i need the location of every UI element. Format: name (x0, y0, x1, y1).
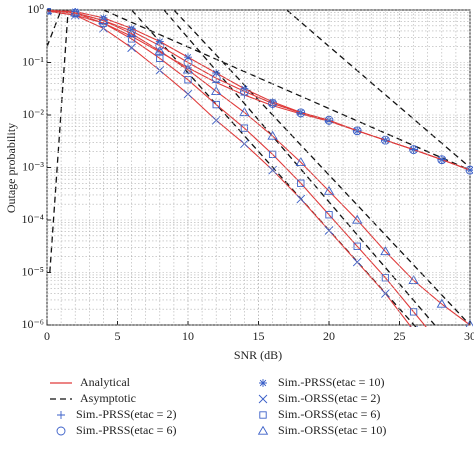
marker (409, 308, 418, 316)
legend-label: Sim.-PRSS(etac = 6) (76, 423, 176, 437)
analytical-line (47, 9, 427, 327)
legend-label: Sim.-ORSS(etac = 10) (278, 423, 386, 437)
marker (257, 425, 269, 435)
marker (436, 298, 447, 308)
marker (156, 54, 164, 62)
marker (98, 15, 109, 25)
marker (57, 411, 65, 419)
marker (466, 166, 473, 175)
marker (56, 426, 66, 436)
x-tick-label: 10 (182, 329, 194, 343)
marker (212, 100, 220, 109)
legend-label: Analytical (80, 375, 131, 389)
marker (409, 145, 418, 154)
marker (381, 274, 390, 282)
asymptote-line (47, 9, 62, 47)
marker (154, 45, 165, 55)
legend-label: Asymptotic (80, 391, 136, 405)
legend-label: Sim.-ORSS(etac = 2) (278, 391, 380, 405)
marker (439, 343, 445, 349)
marker (184, 76, 192, 84)
marker (324, 226, 334, 235)
marker (380, 246, 391, 256)
marker (409, 325, 418, 327)
marker (297, 179, 305, 187)
marker (126, 28, 137, 38)
x-tick-label: 20 (323, 329, 335, 343)
legend-label: Sim.-PRSS(etac = 10) (278, 375, 384, 389)
asymptote-line (49, 9, 69, 273)
marker (240, 124, 249, 132)
marker (99, 19, 108, 27)
marker (127, 43, 136, 53)
asymptote-line (286, 9, 471, 168)
marker (465, 319, 473, 327)
marker (353, 242, 361, 250)
y-tick-label: 10⁻² (22, 107, 44, 121)
y-tick-label: 10⁻⁶ (21, 317, 44, 331)
marker (212, 68, 221, 77)
x-tick-label: 15 (253, 329, 265, 343)
marker (267, 130, 278, 140)
y-tick-label: 10⁻³ (22, 159, 44, 173)
marker (258, 394, 268, 404)
analytical-line (47, 9, 471, 171)
y-tick-label: 10⁻⁵ (21, 264, 44, 278)
x-tick-label: 0 (44, 329, 50, 343)
marker (71, 8, 80, 16)
marker (268, 150, 277, 159)
marker (70, 8, 81, 17)
marker (240, 84, 249, 93)
marker (325, 116, 333, 125)
asymptote-line (103, 9, 471, 171)
marker (437, 155, 446, 164)
x-tick-label: 5 (115, 329, 121, 343)
y-tick-label: 10⁻¹ (22, 54, 44, 68)
y-tick-label: 10⁰ (27, 2, 44, 16)
x-tick-label: 30 (464, 329, 474, 343)
marker (184, 53, 192, 62)
marker (353, 126, 362, 135)
analytical-line (47, 10, 412, 327)
marker (323, 185, 335, 195)
x-axis-label: SNR (dB) (234, 348, 282, 362)
marker (325, 211, 333, 219)
marker (259, 411, 267, 419)
y-tick-label: 10⁻⁴ (21, 212, 44, 226)
x-tick-label: 25 (394, 329, 406, 343)
marker (259, 379, 267, 387)
legend-label: Sim.-PRSS(etac = 2) (76, 407, 176, 421)
y-axis-label: Outage probability (4, 123, 18, 213)
legend-label: Sim.-ORSS(etac = 6) (278, 407, 380, 421)
marker (127, 35, 136, 43)
marker (352, 214, 363, 224)
